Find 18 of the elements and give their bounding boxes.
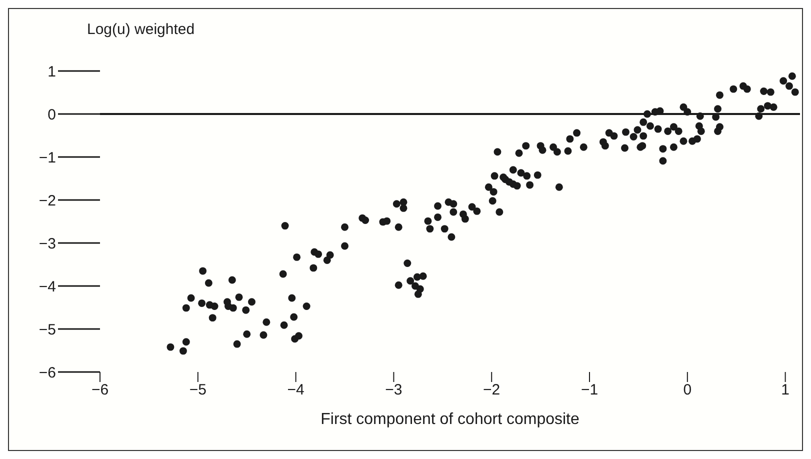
x-tick-label: −5 (189, 382, 206, 399)
y-tick-label: −3 (38, 235, 56, 252)
y-axis-title: Log(u) weighted (87, 21, 195, 38)
y-tick-label: 1 (48, 63, 56, 80)
x-tick-label: −3 (385, 382, 402, 399)
x-axis-title: First component of cohort composite (320, 411, 580, 428)
y-tick-label: 0 (48, 106, 56, 124)
y-tick-label: −6 (38, 364, 56, 382)
x-tick-label: −6 (91, 382, 109, 399)
y-tick-label: −1 (38, 149, 56, 166)
y-tick-label: −2 (38, 192, 56, 210)
x-tick-label: 0 (683, 382, 692, 399)
y-tick-label: −5 (38, 321, 56, 338)
x-tick-label: 1 (781, 382, 790, 399)
x-tick-label: −2 (483, 382, 500, 399)
x-tick-label: −4 (287, 382, 304, 399)
x-tick-label: −1 (580, 382, 598, 399)
y-tick-label: −4 (38, 278, 56, 296)
